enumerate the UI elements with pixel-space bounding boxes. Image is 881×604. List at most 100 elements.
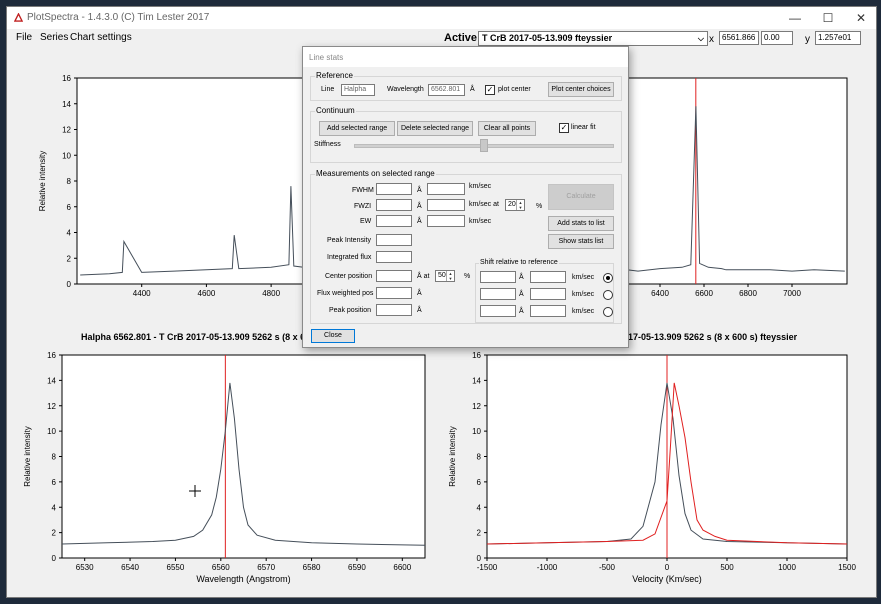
reference-group-title: Reference [315,71,354,80]
title-bar: PlotSpectra - 1.4.3.0 (C) Tim Lester 201… [7,7,876,29]
chart-panel-1 [59,354,426,561]
peak-position-field[interactable] [376,304,412,316]
ew-kms-field[interactable] [427,215,465,227]
stiffness-slider-thumb[interactable] [480,139,488,152]
y-tick-label: 6 [67,203,72,212]
flux-weighted-radio[interactable] [603,290,613,300]
peak-intensity-field[interactable] [376,234,412,246]
shift-flux-kms-unit: km/sec [572,291,595,298]
center-position-label: Center position [325,273,373,280]
fwzi-percent-value: 20 [508,201,516,208]
line-stats-dialog: Line stats Reference Line Halpha 65 Wave… [302,46,629,348]
delete-selected-range-button[interactable]: Delete selected range [397,121,473,136]
peak-position-label: Peak position [329,307,372,314]
center-percent-value: 50 [438,272,446,279]
shift-flux-kms-field[interactable] [530,288,566,300]
x-tick-label: 6800 [739,289,757,298]
add-stats-to-list-button[interactable]: Add stats to list [548,216,614,231]
y-tick-label: 2 [477,529,482,538]
plot-center-checkbox[interactable]: ✓ [485,85,495,95]
active-label: Active: [444,32,481,44]
window-title: PlotSpectra - 1.4.3.0 (C) Tim Lester 201… [27,12,210,23]
app-icon [14,13,23,22]
y-tick-label: 14 [62,100,71,109]
x-tick-label: 6540 [121,563,139,572]
shift-peak-kms-field[interactable] [530,305,566,317]
x-tick-label: 1000 [778,563,796,572]
active-series-select[interactable]: T CrB 2017-05-13.909 fteyssier ⌵ [478,31,708,46]
continuum-group-title: Continuum [315,106,356,115]
clear-all-points-button[interactable]: Clear all points [478,121,536,136]
add-selected-range-button[interactable]: Add selected range [319,121,395,136]
linear-fit-checkbox[interactable]: ✓ [559,123,569,133]
x-tick-label: 6550 [167,563,185,572]
y-tick-label: 2 [67,254,72,263]
center-percent-spinner[interactable]: 50 ▲ ▼ [435,270,455,282]
center-position-field[interactable] [376,270,412,282]
peak-position-a-unit: Å [417,307,422,314]
shift-peak-a-unit: Å [519,308,524,315]
spinner-arrows-icon[interactable]: ▲ ▼ [446,271,454,281]
fwhm-kms-unit: km/sec [469,183,492,190]
fwhm-label: FWHM [352,187,374,194]
calculate-button[interactable]: Calculate [548,184,614,210]
fwhm-a-unit: Å [417,187,422,194]
y-tick-label: 6 [52,478,57,487]
shift-flux-a-field[interactable] [480,288,516,300]
shift-center-a-field[interactable] [480,271,516,283]
close-window-button[interactable]: ✕ [855,11,867,25]
x-tick-label: 6580 [303,563,321,572]
shift-center-kms-field[interactable] [530,271,566,283]
y-tick-label: 10 [47,427,56,436]
y-tick-label: 12 [472,402,481,411]
line-field[interactable]: Halpha 65 [341,84,375,96]
center-percent-sign: % [464,273,471,280]
menu-chart-settings[interactable]: Chart settings [70,32,132,43]
x-value-field[interactable]: 6561.866 [719,31,759,45]
fwzi-a-field[interactable] [376,199,412,211]
dialog-close-button[interactable]: Close [311,329,355,343]
flux-weighted-a-unit: Å [417,290,422,297]
x-tick-label: -500 [599,563,616,572]
x-axis-label: Wavelength (Angstrom) [196,574,290,584]
dialog-title: Line stats [309,53,344,62]
menu-file[interactable]: File [16,32,33,43]
plot-center-label: plot center [498,86,531,93]
fwzi-kms-field[interactable] [427,199,465,211]
x-label: x [709,34,714,45]
integrated-flux-label: Integrated flux [327,254,372,261]
center-position-radio[interactable] [603,273,613,283]
ew-a-field[interactable] [376,215,412,227]
spinner-arrows-icon[interactable]: ▲ ▼ [516,200,524,210]
fwhm-kms-field[interactable] [427,183,465,195]
measurements-group-title: Measurements on selected range [315,169,436,178]
show-stats-list-button[interactable]: Show stats list [548,234,614,249]
plot-center-choices-button[interactable]: Plot center choices [548,82,614,97]
fwzi-percent-spinner[interactable]: 20 ▲ ▼ [505,199,525,211]
y-tick-label: 4 [67,229,72,238]
y-tick-label: 4 [477,503,482,512]
peak-position-radio[interactable] [603,307,613,317]
stiffness-label: Stiffness [314,141,341,148]
measurements-group: Measurements on selected range FWHM Å km… [310,169,622,324]
fwhm-a-field[interactable] [376,183,412,195]
integrated-flux-field[interactable] [376,251,412,263]
wavelength-label: Wavelength [387,86,424,93]
x-second-field[interactable]: 0.00 [761,31,793,45]
line-label: Line [321,86,335,93]
x-tick-label: 1500 [838,563,856,572]
shift-center-a-unit: Å [519,274,524,281]
y-axis-label: Relative intensity [448,426,457,486]
wavelength-field[interactable]: 6562.801 [428,84,465,96]
y-tick-label: 16 [47,351,56,360]
shift-peak-a-field[interactable] [480,305,516,317]
maximize-button[interactable]: ☐ [822,11,834,25]
shift-peak-kms-unit: km/sec [572,308,595,315]
y-value-field[interactable]: 1.257e01 [815,31,861,45]
x-tick-label: -1500 [477,563,498,572]
menu-series[interactable]: Series [40,32,69,43]
x-tick-label: 6400 [651,289,669,298]
x-tick-label: 6590 [348,563,366,572]
flux-weighted-field[interactable] [376,287,412,299]
minimize-button[interactable]: — [789,11,801,25]
